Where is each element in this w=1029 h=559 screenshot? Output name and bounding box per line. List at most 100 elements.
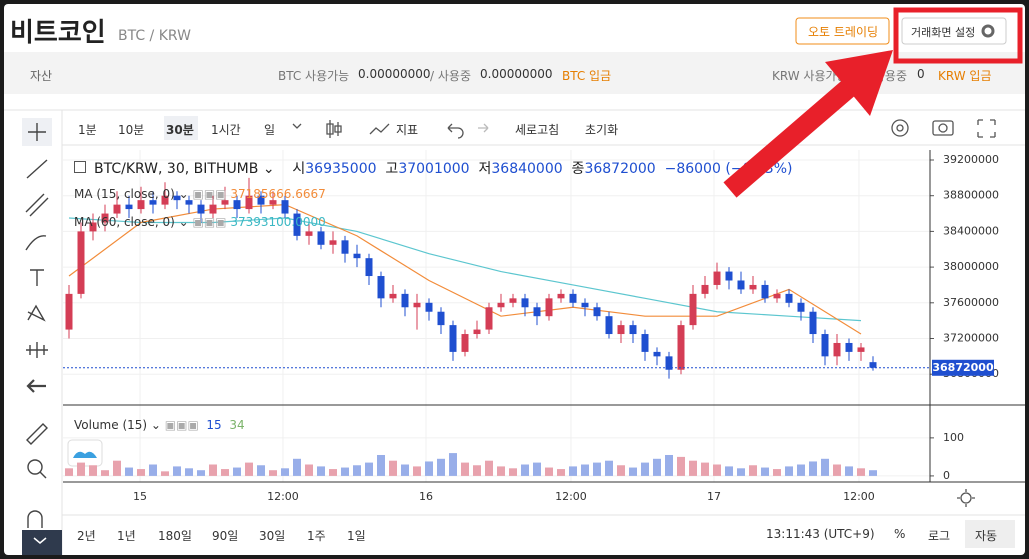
collapse[interactable] [74, 161, 86, 173]
volume-bar [857, 468, 865, 476]
candle-body [869, 362, 877, 368]
volume-bar [557, 469, 565, 476]
candle-body [281, 200, 289, 214]
candle-body [185, 200, 193, 205]
volume-bar [821, 458, 829, 476]
volume-bar [173, 466, 181, 476]
candle-body [833, 342, 841, 357]
indicators[interactable]: 지표 [396, 123, 419, 137]
ohlc-label: 저 [478, 161, 492, 177]
auto-trade-button[interactable] [795, 17, 890, 45]
arrow-shaft [723, 77, 859, 198]
candle-body [173, 195, 181, 201]
candle-body [497, 302, 505, 308]
ma60-legend: MA (60, close, 0) ⌄ ▣▣▣ 37393100.0000 [74, 215, 326, 229]
clock: 13:11:43 (UTC+9) [766, 527, 875, 541]
interval[interactable]: 30분 [166, 123, 194, 137]
highlight-box [893, 7, 1023, 64]
range[interactable]: 2년 [77, 529, 96, 543]
log[interactable]: 로그 [928, 529, 951, 543]
volume-bar [533, 462, 541, 476]
ohlc-value: 36840000 [491, 161, 563, 177]
range[interactable]: 90일 [212, 529, 239, 543]
candle-body [413, 302, 421, 308]
candle-body [233, 200, 241, 210]
candle-body [725, 271, 733, 281]
volume-bar [281, 468, 289, 476]
volume-bar [737, 468, 745, 476]
volume-bar [869, 470, 877, 476]
candle-body [89, 222, 97, 232]
auto-trade[interactable]: 오토 트레이딩 [808, 25, 879, 39]
volume-bar [629, 467, 637, 476]
toolbar-icons [292, 119, 996, 507]
range[interactable]: 30일 [259, 529, 286, 543]
candle-body [425, 302, 433, 312]
candle-body [473, 329, 481, 335]
candle-body [533, 307, 541, 317]
candle-body [389, 293, 397, 299]
volume-bar [317, 466, 325, 476]
interval[interactable]: 1시간 [211, 123, 241, 137]
ohlc-label: 고 [385, 161, 399, 177]
refresh[interactable]: 세로고침 [515, 123, 560, 137]
candle-body [449, 325, 457, 352]
settings-button[interactable] [901, 17, 1007, 45]
candle-body [737, 280, 745, 290]
candle-body [377, 276, 385, 299]
volume-bar [497, 466, 505, 476]
expand-button[interactable] [22, 530, 62, 555]
interval[interactable]: 1분 [78, 123, 97, 137]
interval[interactable]: 일 [264, 123, 276, 137]
candle-body [845, 342, 853, 352]
candle-body [485, 307, 493, 330]
volume-bar [65, 468, 73, 476]
volume-bar [245, 462, 253, 476]
candle-body [545, 298, 553, 317]
interval[interactable]: 10분 [118, 123, 145, 137]
range[interactable]: 1주 [307, 529, 326, 543]
deposit[interactable]: KRW 입금 [938, 69, 992, 83]
volume-bar [77, 462, 85, 476]
auto-selected [965, 520, 1015, 548]
x-tick-label: 17 [707, 490, 721, 503]
volume-bar [197, 470, 205, 476]
volume-bar [257, 465, 265, 476]
auto[interactable]: 자동 [975, 529, 998, 543]
candle-body [197, 204, 205, 214]
percent[interactable]: % [894, 527, 906, 541]
ohlc-label: 종 [571, 161, 585, 177]
volume-bar [161, 471, 169, 476]
ma-label: MA (60, close, 0) [74, 215, 175, 229]
volume-bar [845, 466, 853, 476]
ohlc-value: 36872000 [584, 161, 656, 177]
volume-bar [581, 464, 589, 476]
candle-body [569, 293, 577, 303]
candle-body [629, 325, 637, 335]
reset[interactable]: 초기화 [585, 123, 619, 137]
range[interactable]: 1년 [117, 529, 136, 543]
candle-body [161, 195, 169, 205]
volume-bar [449, 453, 457, 476]
candle-body [653, 351, 661, 357]
candle-body [773, 293, 781, 299]
volume-legend: Volume (15) ⌄ ▣▣▣ 15 34 [74, 418, 245, 432]
candle-body [509, 298, 517, 303]
ma15-legend: MA (15, close, 0) ⌄ ▣▣▣ 37185666.6667 [74, 187, 326, 201]
deposit[interactable]: BTC 입금 [562, 69, 612, 83]
candle-body [317, 231, 325, 245]
candle-body [221, 200, 229, 205]
volume-bar [797, 464, 805, 476]
y-tick-label: 37200000 [943, 332, 999, 345]
range[interactable]: 1일 [347, 529, 366, 543]
volume-bar [725, 466, 733, 476]
candle-body [857, 347, 865, 352]
candle-body [521, 298, 529, 308]
volume-bar [485, 460, 493, 476]
chevron [33, 537, 47, 544]
volume-bar [89, 465, 97, 476]
candle-body [269, 200, 277, 205]
volume-bar [149, 464, 157, 476]
range[interactable]: 180일 [158, 529, 192, 543]
settings[interactable]: 거래화면 설정 [911, 26, 976, 39]
